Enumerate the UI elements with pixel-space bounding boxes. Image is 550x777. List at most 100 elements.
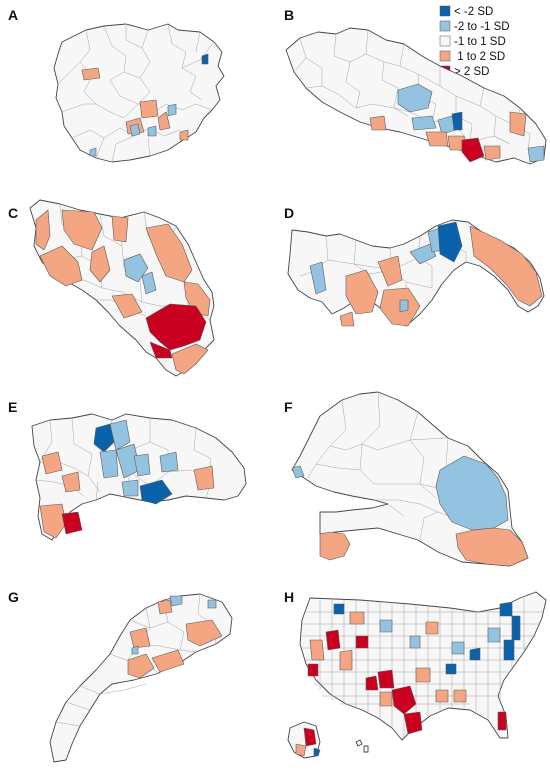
region-a-5	[129, 123, 141, 137]
region-d-8	[437, 221, 463, 263]
district-borders-f	[307, 391, 467, 541]
region-h-9	[415, 667, 431, 683]
region-h-alaska-1	[303, 727, 317, 747]
region-h-3	[339, 649, 353, 671]
region-h-24	[409, 635, 421, 649]
region-g-3	[151, 649, 185, 673]
region-h-13	[425, 621, 439, 635]
map-panel-g	[49, 593, 233, 763]
region-e-8	[159, 451, 179, 473]
region-a-2	[139, 99, 159, 119]
region-a-9	[89, 147, 97, 157]
region-a-4	[157, 111, 171, 131]
region-g-8	[207, 599, 217, 609]
region-c-1	[35, 209, 51, 251]
panel-letter-e: E	[8, 399, 17, 415]
map-panel-e	[31, 413, 247, 541]
hawaii-inset	[355, 739, 369, 753]
region-c-3	[61, 209, 103, 251]
region-d-1	[309, 261, 327, 295]
legend-label: < -2 SD	[454, 6, 493, 18]
map-panel-f	[291, 391, 529, 567]
legend-item-minus2-to-minus1: -2 to -1 SD	[439, 20, 510, 33]
region-h-4	[377, 669, 395, 689]
region-h-25	[307, 663, 319, 677]
legend-swatch	[439, 20, 451, 32]
region-c-7	[183, 281, 211, 317]
region-e-12	[39, 503, 67, 539]
legend-label: -2 to -1 SD	[454, 21, 510, 33]
legend-label: -1 to 1 SD	[454, 36, 506, 48]
region-e-11	[193, 465, 215, 491]
region-c-8	[123, 253, 149, 283]
region-f-3	[319, 531, 351, 561]
region-a-1	[81, 67, 101, 81]
legend-swatch	[439, 50, 451, 62]
region-h-14	[499, 601, 513, 617]
legend-item-lt-minus2: < -2 SD	[439, 5, 493, 18]
legend-label: > 2 SD	[454, 66, 489, 78]
region-h-6	[403, 711, 423, 735]
legend-swatch	[439, 35, 451, 47]
map-panel-a	[53, 23, 225, 163]
region-c-11	[145, 303, 207, 351]
region-g-5	[157, 599, 173, 615]
legend-item-minus1-to-1: -1 to 1 SD	[439, 35, 506, 48]
region-g-6	[169, 595, 183, 607]
region-c-12	[149, 341, 173, 359]
region-b-6	[425, 131, 449, 147]
panel-letter-h: H	[284, 589, 294, 605]
region-d-9	[469, 225, 543, 307]
region-d-2	[345, 269, 379, 315]
region-b-10	[509, 111, 527, 137]
region-e-9	[41, 451, 63, 475]
region-g-7	[131, 645, 139, 655]
map-panel-b	[285, 27, 547, 165]
legend: < -2 SD -2 to -1 SD -1 to 1 SD 1 to 2 SD…	[439, 5, 510, 78]
region-e-13	[61, 511, 83, 535]
region-b-4	[451, 111, 463, 131]
region-h-11	[379, 619, 393, 633]
region-h-8	[365, 675, 379, 691]
region-e-10	[61, 471, 81, 493]
region-c-10	[111, 293, 143, 319]
region-b-5	[369, 115, 387, 131]
map-panel-d	[287, 219, 545, 327]
region-d-6	[409, 243, 437, 265]
region-e-5	[133, 453, 151, 477]
region-h-12	[355, 635, 369, 649]
region-g-2	[127, 653, 155, 679]
region-e-1	[93, 423, 117, 453]
region-h-22	[497, 711, 507, 731]
region-h-20	[445, 663, 457, 675]
region-h-21	[435, 689, 449, 703]
region-h-1	[325, 629, 341, 651]
region-b-11	[527, 145, 545, 163]
region-h-19	[451, 641, 465, 655]
region-c-6	[145, 223, 193, 283]
district-borders-a	[57, 23, 215, 163]
map-panel-h	[287, 591, 547, 759]
region-d-5	[339, 311, 355, 327]
region-c-9	[141, 271, 157, 295]
region-h-16	[503, 639, 515, 661]
region-a-10	[179, 129, 189, 141]
region-g-1	[129, 627, 151, 649]
region-b-1	[397, 83, 433, 113]
region-h-2	[309, 639, 325, 661]
region-h-alaska-2	[295, 743, 307, 757]
legend-swatch	[439, 5, 451, 17]
region-e-4	[99, 449, 119, 479]
country-outline-a	[53, 23, 225, 163]
region-d-10	[399, 299, 409, 313]
region-b-9	[483, 145, 501, 161]
region-a-6	[147, 125, 157, 137]
region-c-13	[171, 343, 209, 375]
region-d-3	[377, 255, 403, 287]
region-h-26	[333, 603, 345, 615]
region-g-4	[185, 619, 223, 647]
region-h-17	[487, 627, 501, 643]
panel-letter-b: B	[284, 7, 294, 23]
region-h-10	[349, 611, 365, 625]
